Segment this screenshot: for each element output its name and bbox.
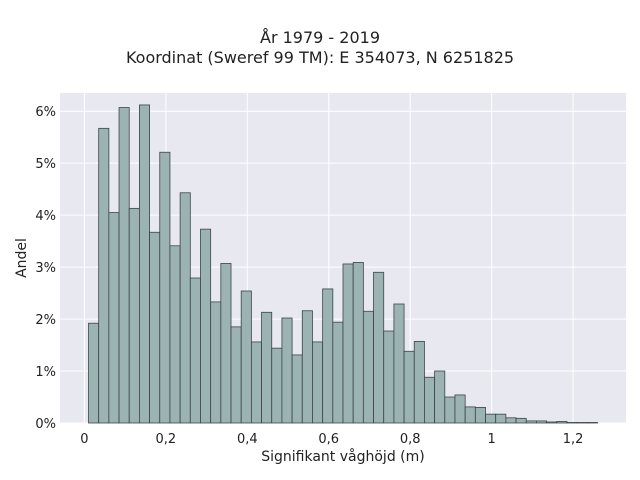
histogram-bar <box>413 341 425 424</box>
y-axis-label: Andel <box>14 238 30 278</box>
histogram-bar <box>139 104 150 424</box>
chart-title: År 1979 - 2019 Koordinat (Sweref 99 TM):… <box>0 28 640 68</box>
histogram-bar <box>546 421 558 424</box>
y-tick-label: 1% <box>35 365 56 380</box>
histogram-bar <box>88 322 100 424</box>
axis-ticks: 0 0,2 0,4 0,6 0,8 1 1,2 0% 1% 2% 3% 4% 5% 6% <box>35 105 583 447</box>
histogram-bar <box>576 422 588 424</box>
chart-subtitle-line: Koordinat (Sweref 99 TM): E 354073, N 62… <box>125 48 515 67</box>
histogram-bar <box>485 413 497 424</box>
histogram-bar <box>149 231 161 424</box>
histogram-bar <box>159 151 171 424</box>
histogram-bar <box>281 317 293 424</box>
x-tick-label: 1 <box>487 432 495 447</box>
x-tick-label: 0,4 <box>237 432 258 447</box>
histogram-bar <box>434 370 446 424</box>
histogram-bar <box>586 422 598 424</box>
histogram-bar <box>495 413 507 424</box>
histogram-bar <box>525 420 537 424</box>
histogram-bar <box>332 321 344 424</box>
x-axis-label: Signifikant våghöjd (m) <box>261 448 424 465</box>
histogram-bar <box>515 417 527 424</box>
histogram-bar <box>352 262 364 424</box>
histogram-bar <box>250 341 262 424</box>
histogram-bar <box>291 354 303 424</box>
histogram-bar <box>189 277 201 424</box>
histogram-bar <box>393 303 405 424</box>
histogram-bar <box>566 422 578 424</box>
y-tick-label: 3% <box>35 261 56 276</box>
histogram-bar <box>556 421 568 424</box>
histogram-bar <box>373 271 385 424</box>
histogram-bar <box>362 310 374 424</box>
histogram-bar <box>220 263 232 424</box>
x-tick-label: 0,2 <box>156 432 177 447</box>
histogram-bar <box>505 417 517 424</box>
x-tick-label: 0 <box>80 432 88 447</box>
histogram-bar <box>210 301 222 424</box>
histogram-bar <box>261 311 273 424</box>
histogram-bar <box>200 228 212 424</box>
y-tick-label: 0% <box>35 417 56 432</box>
histogram-bar <box>454 394 466 424</box>
histogram-bar <box>322 288 334 424</box>
histogram-bar <box>240 290 252 424</box>
histogram-bar <box>98 127 110 424</box>
x-tick-label: 0,6 <box>318 432 339 447</box>
histogram-bar <box>312 341 324 424</box>
y-tick-label: 6% <box>35 105 56 120</box>
histogram-bar <box>271 347 283 424</box>
histogram-bars <box>88 104 598 424</box>
chart-title-line: År 1979 - 2019 <box>260 28 380 47</box>
x-tick-label: 0,8 <box>400 432 421 447</box>
histogram-bar <box>383 330 395 424</box>
histogram-bar <box>179 192 191 424</box>
histogram-bar <box>464 406 476 424</box>
histogram-bar <box>169 245 181 424</box>
histogram-bar <box>128 207 140 424</box>
histogram-bar <box>424 376 436 424</box>
histogram-bar <box>230 326 242 424</box>
histogram-bar <box>342 263 354 424</box>
y-tick-label: 2% <box>35 313 56 328</box>
histogram-bar <box>301 310 313 424</box>
y-tick-label: 5% <box>35 157 56 172</box>
x-tick-label: 1,2 <box>563 432 584 447</box>
histogram-bar <box>536 420 547 424</box>
histogram-bar <box>403 350 415 424</box>
histogram-bar <box>444 396 456 424</box>
y-tick-label: 4% <box>35 209 56 224</box>
histogram-bar <box>474 407 486 424</box>
histogram-bar <box>118 107 130 424</box>
histogram-bar <box>108 212 120 424</box>
